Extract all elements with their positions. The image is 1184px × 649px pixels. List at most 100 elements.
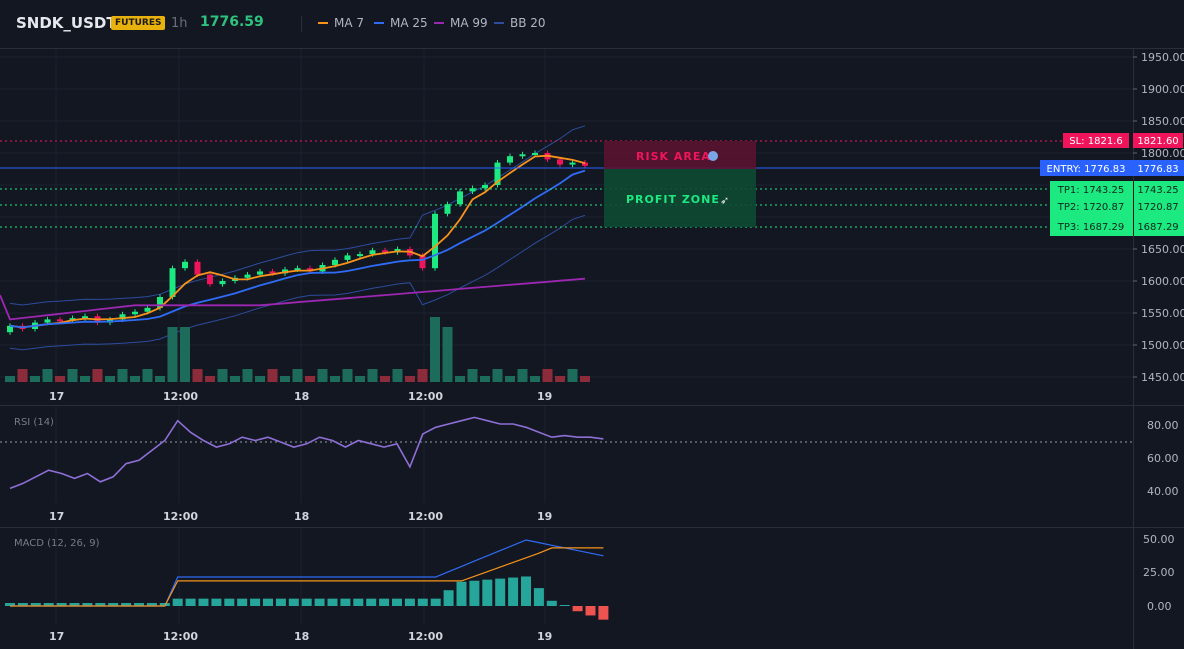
volume-bar [342,369,353,382]
candle-body [182,261,188,269]
candle-body [507,156,513,163]
price-tick: 1550.00 [1141,307,1184,320]
moving-averages [0,154,586,329]
candle-body [207,274,213,285]
macd-histogram-bar [482,579,493,606]
legend-ma25-label: MA 25 [390,16,428,30]
macd-histogram-bar [69,603,80,606]
macd-histogram-bar [43,603,54,606]
volume-bar [317,369,328,382]
rocket-icon: ➶ [720,194,729,207]
rsi-time-axis: 17 12:00 18 12:00 19 [49,510,552,523]
candle-body [357,254,363,257]
rsi-tick: 60.00 [1147,452,1179,465]
price-tick: 1500.00 [1141,339,1184,352]
risk-area-zone [604,141,756,169]
macd-tick: 25.00 [1143,566,1175,579]
macd-histogram [5,576,609,620]
entry-tag[interactable]: ENTRY: 1776.83 1776.83 [1040,160,1184,176]
macd-histogram-bar [443,590,454,606]
time-tick: 12:00 [163,390,198,403]
price-axis: 1950.001900.001850.001800.001750.001700.… [1133,51,1184,384]
legend-ma99[interactable]: MA 99 [434,16,488,30]
macd-histogram-bar [237,598,248,606]
candles [7,150,588,335]
candle-body [119,314,126,320]
volume-bar [530,376,540,382]
macd-histogram-bar [146,603,157,606]
macd-histogram-bar [30,603,41,606]
macd-histogram-bar [417,598,428,606]
volume-bars [5,317,590,382]
macd-histogram-bar [108,603,119,606]
macd-histogram-bar [366,598,377,606]
volume-bar [505,376,515,382]
ma25-swatch-icon [374,22,384,24]
volume-bar [517,369,528,382]
rsi-title: RSI (14) [14,417,54,428]
macd-histogram-bar [301,598,312,606]
macd-histogram-bar [95,603,106,606]
price-tick: 1600.00 [1141,275,1184,288]
volume-bar [30,376,40,382]
volume-bar [405,376,415,382]
candle-body [332,259,338,265]
macd-histogram-bar [404,598,415,606]
symbol-name[interactable]: SNDK_USDT [16,14,117,32]
profit-zone-label: PROFIT ZONE [626,193,720,206]
time-tick: 12:00 [408,630,443,643]
bb20-swatch-icon [494,22,504,24]
volume-bar [17,369,28,382]
macd-histogram-bar [172,598,183,606]
candle-body [7,325,13,333]
legend-ma99-label: MA 99 [450,16,488,30]
time-tick: 12:00 [408,390,443,403]
entry-value: 1776.83 [1137,164,1178,175]
volume-bar [142,369,153,382]
price-tick: 1450.00 [1141,371,1184,384]
ma7-line [9,154,586,329]
volume-bar [180,327,190,382]
time-tick: 17 [49,390,64,403]
candle-body [294,268,301,271]
macd-histogram-bar [134,603,144,606]
volume-bar [355,376,365,382]
time-tick: 18 [294,510,309,523]
main-time-axis: 17 12:00 18 12:00 19 [49,390,552,403]
legend-bb20[interactable]: BB 20 [494,16,546,30]
candle-body [419,255,426,269]
time-tick: 19 [537,390,552,403]
candle-body [144,307,151,312]
volume-bar [255,376,265,382]
macd-histogram-bar [211,598,222,606]
timeframe-label[interactable]: 1h [171,16,188,31]
candle-body [432,213,438,269]
price-tick: 1800.00 [1141,147,1184,160]
legend-bb20-label: BB 20 [510,16,546,30]
bb-upper [9,125,586,306]
legend-ma25[interactable]: MA 25 [374,16,428,30]
volume-bar [292,369,303,382]
volume-bar [280,376,290,382]
header-divider [301,16,302,32]
tp2-value: 1720.87 [1137,202,1178,213]
rsi-line [9,416,604,490]
macd-tick: 0.00 [1147,600,1172,613]
volume-bar [42,369,53,382]
macd-histogram-bar [288,598,299,606]
macd-histogram-bar [598,606,609,620]
volume-bar [480,376,490,382]
legend-ma7[interactable]: MA 7 [318,16,364,30]
volume-bar [130,376,140,382]
tp-tags[interactable]: TP1: 1743.25 1743.25 TP2: 1720.87 1720.8… [1050,181,1184,236]
time-tick: 19 [537,510,552,523]
candle-body [169,268,176,297]
volume-bar [55,376,65,382]
rsi-tick: 40.00 [1147,485,1179,498]
macd-histogram-bar [521,576,531,606]
profit-zone [604,169,756,227]
candle-body [369,250,376,255]
candle-body [444,204,451,214]
sl-tag[interactable]: SL: 1821.6 1821.60 [1063,133,1183,148]
